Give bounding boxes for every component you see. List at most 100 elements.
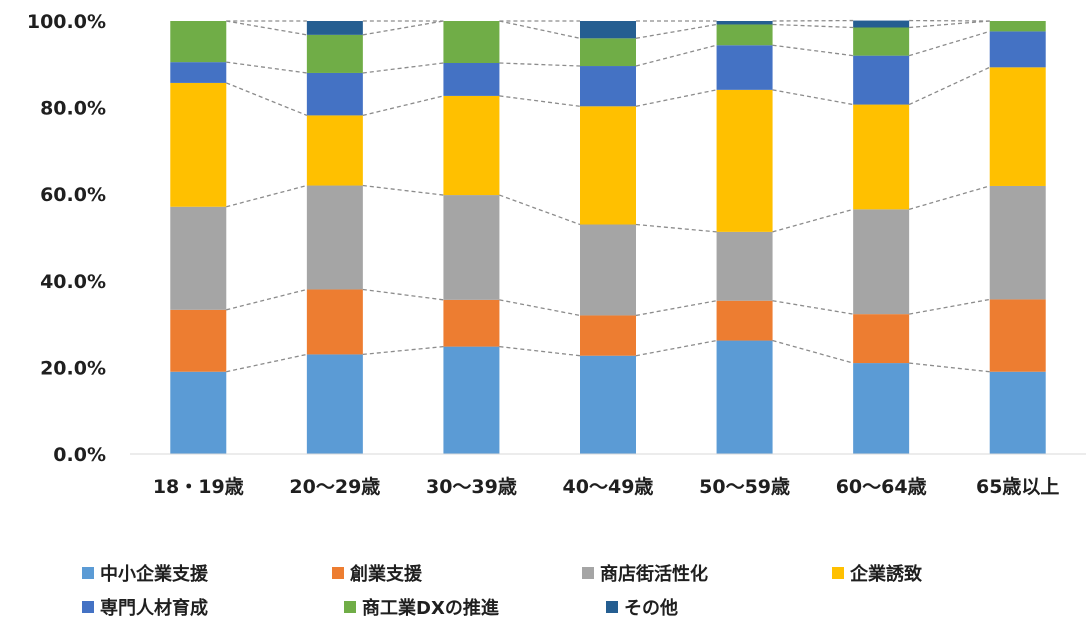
bar-segment <box>443 195 500 300</box>
series-line <box>226 20 307 36</box>
legend-swatch <box>82 567 94 579</box>
series-line <box>499 345 581 357</box>
series-line <box>635 339 717 357</box>
bar-segment <box>580 66 636 107</box>
x-tick-label: 30～39歳 <box>426 476 517 498</box>
series-line <box>226 61 307 74</box>
bar-segment <box>716 45 773 90</box>
series-line <box>635 223 717 233</box>
series-line <box>772 44 854 57</box>
series-line <box>909 362 990 373</box>
bar-segment <box>989 185 1046 300</box>
bars <box>170 20 1046 454</box>
bar-segment <box>853 314 910 364</box>
legend-item: 専門人材育成 <box>82 594 344 620</box>
legend-item: 企業誘致 <box>832 560 1082 586</box>
series-line <box>772 300 854 315</box>
series-line <box>909 20 990 29</box>
legend-item: 商店街活性化 <box>582 560 832 586</box>
legend-label: 専門人材育成 <box>100 598 208 619</box>
legend-swatch <box>606 601 618 613</box>
bar-segment <box>853 55 910 105</box>
series-line <box>362 62 444 74</box>
stacked-bar-chart: 0.0% 20.0% 40.0% 60.0% 80.0% 100.0% 18・19歳 20～… <box>27 11 1086 498</box>
bar-segment <box>580 224 636 316</box>
series-line <box>362 288 444 301</box>
bar-segment <box>716 24 773 46</box>
bar-segment <box>580 21 636 39</box>
legend-item: 中小企業支援 <box>82 560 332 586</box>
legend-label: その他 <box>624 598 678 619</box>
series-line <box>226 82 308 116</box>
series-line <box>362 20 444 36</box>
bar-segment <box>170 206 227 310</box>
series-line <box>362 184 444 196</box>
series-line <box>908 30 990 57</box>
bar-segment <box>716 300 773 341</box>
bar-segment <box>170 21 227 63</box>
x-axis: 18・19歳 20～29歳 30～39歳 40～49歳 50～59歳 60～64歳 65歳以… <box>130 453 1086 498</box>
bar-segment <box>989 21 1046 32</box>
series-line <box>772 208 854 233</box>
bar-segment <box>989 371 1046 454</box>
legend-label: 創業支援 <box>350 564 422 585</box>
y-tick-label: 0.0% <box>53 444 106 466</box>
series-line <box>362 95 444 117</box>
bar-segment <box>306 289 363 355</box>
legend-row: 専門人材育成 商工業DXの推進 その他 <box>82 590 1082 624</box>
x-tick-label: 18・19歳 <box>153 476 244 498</box>
legend-item: 創業支援 <box>332 560 582 586</box>
bar-segment <box>306 185 363 290</box>
legend-label: 商店街活性化 <box>600 564 708 585</box>
bar-segment <box>170 82 227 207</box>
series-line <box>499 95 581 107</box>
x-tick-label: 60～64歳 <box>836 476 927 498</box>
legend-swatch <box>332 567 344 579</box>
series-line <box>635 23 717 39</box>
bar-segment <box>306 354 363 454</box>
legend-label: 中小企業支援 <box>100 564 208 585</box>
bar-segment <box>170 62 227 83</box>
series-line <box>499 62 581 67</box>
bar-segment <box>170 309 227 372</box>
series-line <box>635 300 717 317</box>
bar-segment <box>580 106 636 225</box>
legend-swatch <box>344 601 356 613</box>
bar-segment <box>853 104 910 210</box>
series-lines <box>226 19 990 373</box>
bar-segment <box>716 21 773 25</box>
series-line <box>772 23 854 29</box>
bar-segment <box>443 21 500 64</box>
y-tick-label: 20.0% <box>40 357 106 379</box>
bar-segment <box>989 299 1046 372</box>
y-tick-label: 60.0% <box>40 184 106 206</box>
y-tick-label: 80.0% <box>40 98 106 120</box>
legend-item: その他 <box>606 594 868 620</box>
series-line <box>772 89 854 106</box>
bar-segment <box>716 89 773 232</box>
series-line <box>635 44 717 67</box>
bar-segment <box>443 346 500 454</box>
legend-swatch <box>82 601 94 613</box>
series-line <box>226 288 308 311</box>
series-line <box>908 66 990 106</box>
bar-segment <box>580 315 636 356</box>
bar-segment <box>580 355 636 454</box>
bar-segment <box>853 27 910 56</box>
series-line <box>772 339 854 364</box>
series-line <box>499 299 581 317</box>
legend-swatch <box>582 567 594 579</box>
bar-segment <box>580 38 636 67</box>
bar-segment <box>443 63 500 96</box>
bar-segment <box>989 31 1046 68</box>
bar-segment <box>306 21 363 35</box>
legend-label: 企業誘致 <box>850 564 922 585</box>
legend-swatch <box>832 567 844 579</box>
bar-segment <box>306 34 363 73</box>
x-tick-label: 20～29歳 <box>289 476 380 498</box>
bar-segment <box>716 340 773 454</box>
bar-segment <box>989 67 1046 186</box>
bar-segment <box>853 363 910 454</box>
bar-segment <box>170 371 227 454</box>
